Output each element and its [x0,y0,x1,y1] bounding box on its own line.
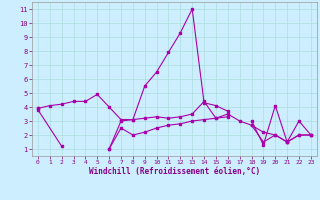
X-axis label: Windchill (Refroidissement éolien,°C): Windchill (Refroidissement éolien,°C) [89,167,260,176]
